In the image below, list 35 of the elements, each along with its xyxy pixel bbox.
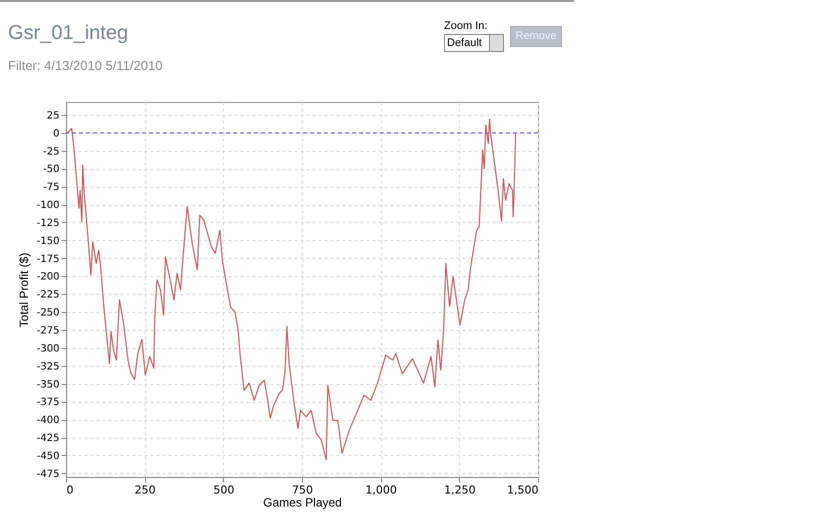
chart-title: Gsr_01_integ (8, 22, 128, 45)
y-tick-label: -375 (36, 397, 60, 408)
y-tick-label: -225 (36, 290, 60, 301)
y-tick-label: -325 (36, 361, 60, 372)
y-tick-label: 25 (46, 110, 60, 122)
y-tick-label: -75 (43, 182, 60, 194)
y-tick-label: -150 (36, 236, 60, 247)
y-tick-label: -350 (36, 379, 60, 390)
x-tick-label: 0 (66, 484, 74, 496)
x-tick-label: 250 (134, 484, 156, 496)
x-tick-label: 750 (292, 484, 313, 496)
x-tick-label: 500 (213, 484, 234, 496)
y-tick-label: 0 (53, 128, 60, 140)
line-series (66, 118, 516, 460)
y-tick-label: -300 (36, 343, 60, 354)
y-tick-label: -275 (36, 326, 60, 337)
x-axis-title: Games Played (263, 496, 342, 510)
y-tick-label: -125 (36, 218, 60, 229)
y-tick-label: -50 (43, 164, 60, 176)
y-tick-label: -475 (36, 468, 60, 480)
x-tick-label: 1,500 (507, 484, 538, 496)
y-tick-label: -25 (43, 146, 60, 158)
y-axis-title: Total Profit ($) (16, 252, 31, 328)
chart-subtitle: Filter: 4/13/2010 5/11/2010 (8, 58, 162, 73)
x-tick-label: 1,250 (444, 484, 476, 496)
x-tick-label: 1,000 (365, 484, 397, 496)
y-tick-label: -400 (36, 415, 60, 426)
text: Zoom In: (444, 20, 488, 32)
y-tick-label: -200 (36, 272, 60, 283)
y-tick-label: -250 (36, 308, 60, 319)
y-tick-label: -175 (36, 254, 60, 265)
y-tick-label: -425 (36, 433, 60, 444)
y-tick-label: -450 (36, 450, 60, 462)
zoom-select[interactable]: Default (444, 34, 504, 52)
y-tick-label: -100 (36, 200, 60, 212)
